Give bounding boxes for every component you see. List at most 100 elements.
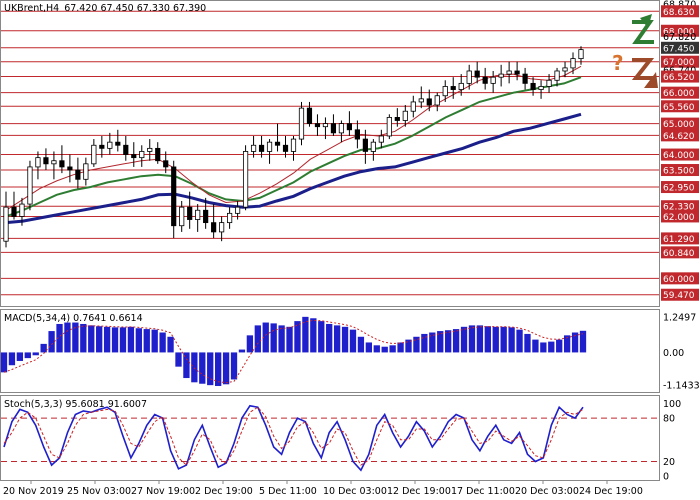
price-tick-label: 60.840 bbox=[663, 249, 695, 259]
macd-bar bbox=[127, 326, 135, 353]
macd-bar bbox=[437, 331, 444, 353]
macd-bar bbox=[548, 341, 555, 353]
macd-bar bbox=[270, 323, 277, 353]
candle-body bbox=[274, 141, 281, 146]
candle-body bbox=[546, 79, 552, 87]
candle-body bbox=[131, 154, 137, 159]
macd-bar bbox=[579, 330, 587, 353]
time-axis: 20 Nov 2019 25 Nov 03:00 27 Nov 19:00 2 Dec… bbox=[3, 480, 643, 497]
macd-bar bbox=[230, 352, 238, 380]
candle-body bbox=[450, 86, 456, 90]
candle-body bbox=[235, 206, 241, 214]
price-pane-frame bbox=[0, 0, 660, 307]
macd-bar bbox=[556, 339, 563, 353]
price-label-box bbox=[661, 86, 699, 99]
macd-bar bbox=[207, 352, 214, 386]
price-tick-label: 62.330 bbox=[663, 203, 695, 213]
macd-bar bbox=[0, 352, 8, 373]
macd-bar bbox=[191, 352, 198, 383]
macd-bar bbox=[64, 322, 71, 353]
candle-body bbox=[578, 49, 584, 60]
time-tick-label: 12 Dec 19:00 bbox=[387, 486, 451, 497]
price-label-box bbox=[661, 210, 699, 223]
stochastic-axis: 100 80 20 0 bbox=[663, 399, 681, 482]
price-label-box bbox=[661, 164, 699, 177]
macd-tick-label: 0.00 bbox=[663, 348, 684, 359]
price-title-symbol: UKBrent,H4 bbox=[4, 3, 59, 14]
candle-body bbox=[386, 117, 392, 137]
macd-bar bbox=[310, 318, 317, 353]
candle-body bbox=[211, 222, 217, 233]
macd-bar bbox=[500, 326, 507, 353]
candle-body bbox=[91, 144, 97, 165]
price-tick-label: 68.630 bbox=[663, 8, 695, 18]
candle-body bbox=[522, 73, 528, 84]
macd-bar bbox=[159, 332, 166, 353]
macd-bar bbox=[468, 325, 476, 353]
price-label-box bbox=[661, 100, 699, 113]
moving-average-line bbox=[5, 76, 582, 218]
candle-body bbox=[458, 82, 464, 90]
stochastic-lines bbox=[1, 404, 659, 472]
macd-bar bbox=[373, 345, 380, 353]
candle-body bbox=[219, 222, 225, 233]
candle-body bbox=[554, 70, 560, 81]
macd-bar bbox=[167, 336, 174, 353]
candle-body bbox=[298, 107, 305, 140]
price-label-box bbox=[661, 148, 699, 161]
price-label-box bbox=[661, 55, 699, 68]
price-tick-label: 62.950 bbox=[663, 184, 695, 194]
time-tick-label: 5 Dec 11:00 bbox=[259, 486, 317, 497]
candle-body bbox=[322, 123, 329, 128]
macd-bar bbox=[341, 326, 349, 353]
stoch-d-line bbox=[3, 406, 584, 466]
time-tick-label: 27 Nov 19:00 bbox=[131, 486, 195, 497]
price-ohlc-header: 67.420 67.450 67.330 67.390 bbox=[64, 3, 206, 14]
price-label-box bbox=[661, 129, 699, 142]
down-zigzag-arrow-icon bbox=[631, 58, 658, 88]
macd-bar bbox=[151, 329, 158, 353]
macd-bar bbox=[460, 326, 468, 353]
price-axis: 68.87068.63068.00067.82067.45067.00066.7… bbox=[661, 0, 699, 301]
candle-body bbox=[482, 76, 488, 84]
candle-body bbox=[51, 160, 57, 165]
question-mark-icon: ? bbox=[612, 51, 624, 75]
macd-bar bbox=[254, 325, 261, 353]
price-tick-label: 66.520 bbox=[663, 73, 695, 83]
time-tick-label: 10 Dec 03:00 bbox=[323, 486, 387, 497]
candle-body bbox=[378, 135, 384, 143]
macd-bar bbox=[445, 330, 452, 353]
macd-bar bbox=[516, 329, 523, 353]
price-tick-label: 68.870 bbox=[663, 0, 696, 10]
candle-body bbox=[11, 206, 17, 217]
price-tick-label: 59.470 bbox=[663, 291, 695, 301]
price-tick-label: 67.000 bbox=[663, 58, 695, 68]
candle-body bbox=[426, 98, 432, 106]
price-tick-label: 65.000 bbox=[663, 120, 695, 130]
candle-body bbox=[163, 160, 169, 168]
candle-body bbox=[59, 160, 65, 168]
macd-bar bbox=[492, 326, 499, 353]
macd-bar bbox=[421, 333, 428, 353]
price-tick-label: 67.820 bbox=[663, 32, 696, 43]
macd-bar bbox=[326, 323, 333, 353]
candle-body bbox=[250, 144, 257, 152]
macd-bar bbox=[56, 323, 63, 353]
candle-body bbox=[203, 209, 209, 224]
macd-bar bbox=[175, 352, 182, 367]
macd-axis: 1.2497 0.00 -1.1433 bbox=[663, 312, 700, 391]
candle-body bbox=[107, 141, 113, 149]
candle-body bbox=[474, 70, 480, 78]
macd-bar bbox=[286, 326, 293, 353]
price-tick-label: 66.000 bbox=[663, 89, 695, 99]
macd-pane-frame bbox=[0, 309, 660, 393]
macd-bar bbox=[96, 326, 103, 353]
macd-bar bbox=[88, 325, 95, 353]
candle-body bbox=[179, 206, 185, 227]
macd-bar bbox=[397, 342, 404, 353]
price-tick-label: 61.290 bbox=[663, 235, 695, 245]
candle-body bbox=[242, 151, 249, 208]
candle-body bbox=[346, 123, 352, 131]
up-zigzag-arrow-icon bbox=[632, 14, 654, 44]
candle-body bbox=[498, 73, 504, 78]
